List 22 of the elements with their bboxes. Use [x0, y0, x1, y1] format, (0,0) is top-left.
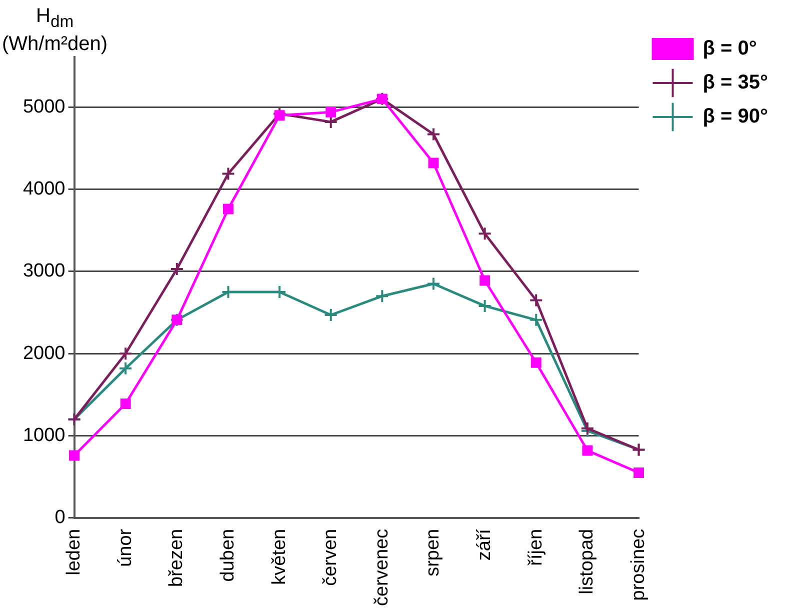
y-tick-label: 0 — [54, 507, 66, 528]
x-tick-label: březen — [166, 528, 188, 588]
y-tick-label: 1000 — [22, 424, 66, 446]
x-tick-label: prosinec — [628, 528, 649, 601]
x-tick-label: září — [474, 528, 496, 561]
x-tick-label: duben — [217, 528, 238, 582]
y-tick-label: 5000 — [22, 96, 66, 118]
legend-label: β = 35° — [702, 72, 768, 94]
legend-label: β = 0° — [702, 38, 757, 60]
y-axis-title: H$_{dm}$ (Wh/m²den) — [2, 4, 108, 56]
x-tick-label: říjen — [525, 528, 546, 566]
y-tick-label: 3000 — [22, 260, 66, 282]
x-tick-label: listopad — [576, 528, 598, 594]
y-tick-label: 2000 — [22, 342, 66, 364]
legend-label: β = 90° — [702, 106, 768, 128]
x-tick-label: červenec — [371, 528, 392, 606]
x-tick-label: únor — [114, 528, 136, 567]
x-tick-label: leden — [64, 528, 84, 576]
x-tick-label: květen — [268, 528, 290, 585]
x-tick-label: červen — [320, 528, 342, 586]
y-tick-label: 4000 — [22, 178, 66, 200]
x-tick-label: srpen — [422, 528, 444, 576]
